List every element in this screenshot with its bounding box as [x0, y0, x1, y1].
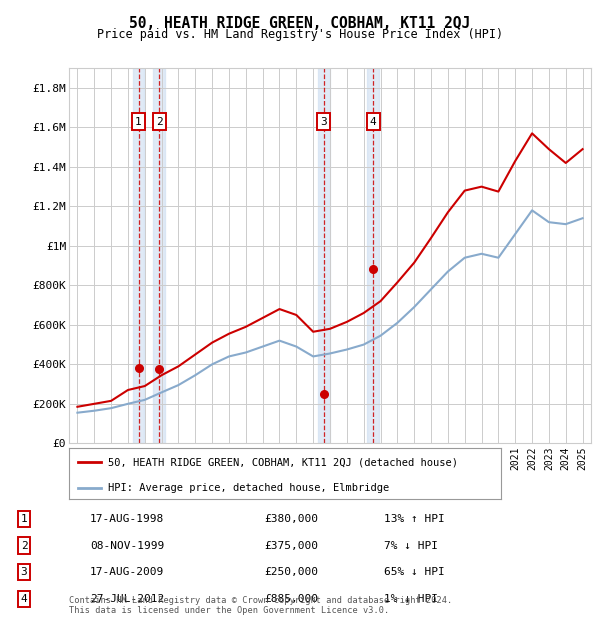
Text: 65% ↓ HPI: 65% ↓ HPI — [384, 567, 445, 577]
Text: Contains HM Land Registry data © Crown copyright and database right 2024.
This d: Contains HM Land Registry data © Crown c… — [69, 596, 452, 615]
Text: 3: 3 — [320, 117, 327, 126]
Text: £380,000: £380,000 — [264, 514, 318, 524]
Text: 08-NOV-1999: 08-NOV-1999 — [90, 541, 164, 551]
Text: 1: 1 — [20, 514, 28, 524]
Bar — [318, 68, 329, 443]
Bar — [133, 68, 145, 443]
Text: 27-JUL-2012: 27-JUL-2012 — [90, 594, 164, 604]
Text: 50, HEATH RIDGE GREEN, COBHAM, KT11 2QJ: 50, HEATH RIDGE GREEN, COBHAM, KT11 2QJ — [130, 16, 470, 30]
Text: £885,000: £885,000 — [264, 594, 318, 604]
Text: 1: 1 — [135, 117, 142, 126]
Text: 3: 3 — [20, 567, 28, 577]
Text: 17-AUG-2009: 17-AUG-2009 — [90, 567, 164, 577]
Text: 2: 2 — [156, 117, 163, 126]
Text: 2: 2 — [20, 541, 28, 551]
Bar — [367, 68, 379, 443]
Text: 1% ↓ HPI: 1% ↓ HPI — [384, 594, 438, 604]
Text: 7% ↓ HPI: 7% ↓ HPI — [384, 541, 438, 551]
Text: £375,000: £375,000 — [264, 541, 318, 551]
Text: 50, HEATH RIDGE GREEN, COBHAM, KT11 2QJ (detached house): 50, HEATH RIDGE GREEN, COBHAM, KT11 2QJ … — [108, 458, 458, 467]
Text: £250,000: £250,000 — [264, 567, 318, 577]
Text: 17-AUG-1998: 17-AUG-1998 — [90, 514, 164, 524]
Bar — [154, 68, 165, 443]
Text: 4: 4 — [370, 117, 377, 126]
Text: Price paid vs. HM Land Registry's House Price Index (HPI): Price paid vs. HM Land Registry's House … — [97, 28, 503, 41]
Text: 13% ↑ HPI: 13% ↑ HPI — [384, 514, 445, 524]
Text: HPI: Average price, detached house, Elmbridge: HPI: Average price, detached house, Elmb… — [108, 483, 389, 493]
Text: 4: 4 — [20, 594, 28, 604]
